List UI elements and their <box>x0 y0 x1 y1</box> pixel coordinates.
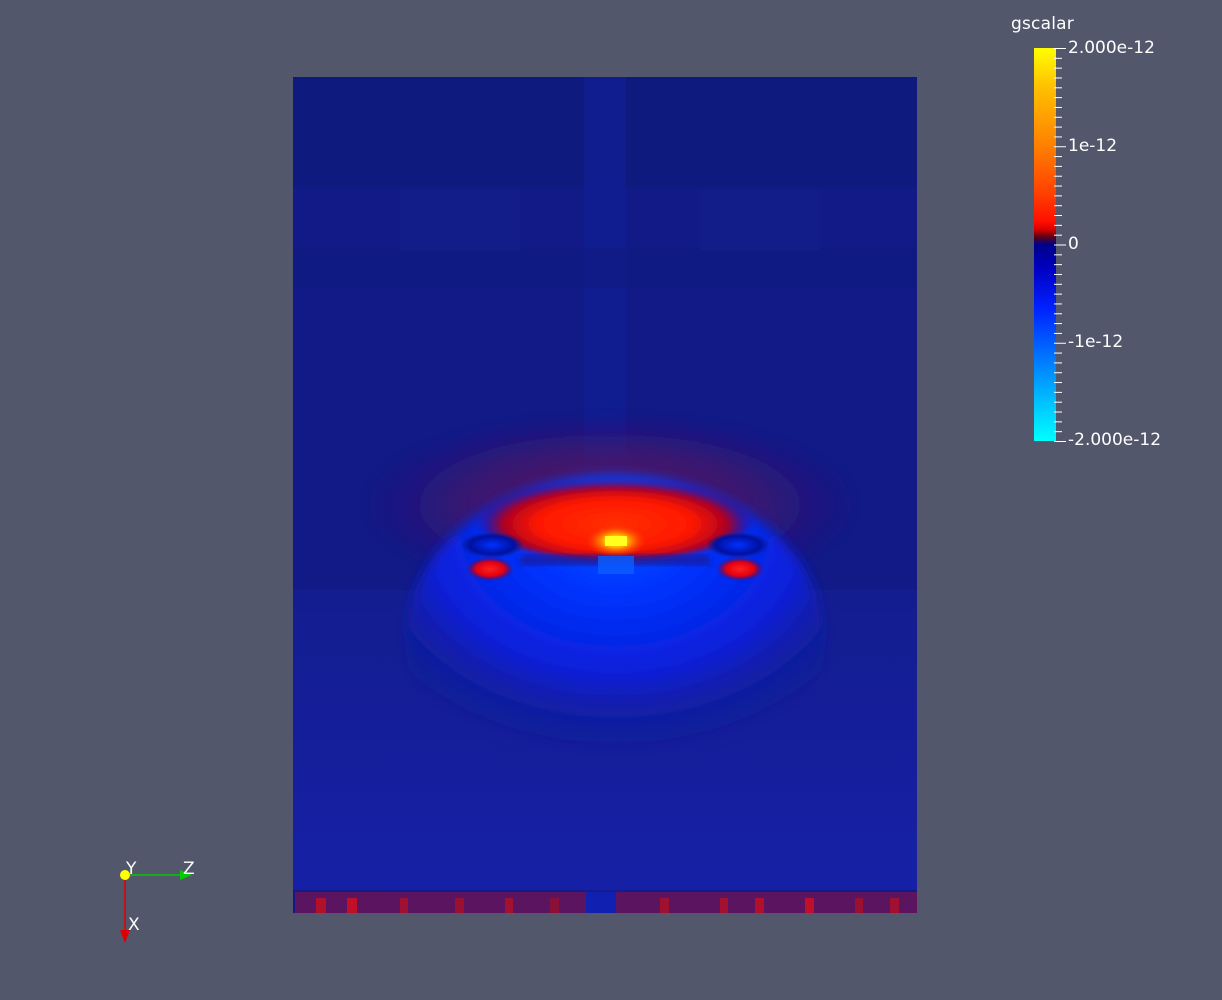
orientation-axes <box>120 870 192 943</box>
scalar-field-slab <box>293 77 917 913</box>
colorbar-tick-neg-1e-12: -1e-12 <box>1068 332 1124 352</box>
z-axis-arrow-icon <box>180 870 192 880</box>
colorbar-ticks <box>1054 48 1066 442</box>
z-axis-label: Z <box>183 859 195 879</box>
colorbar-tick-1e-12: 1e-12 <box>1068 136 1118 156</box>
y-axis-label: Y <box>126 859 137 879</box>
colorbar <box>1034 48 1056 441</box>
colorbar-tick-zero: 0 <box>1068 234 1079 254</box>
colorbar-tick-min: -2.000e-12 <box>1068 430 1162 450</box>
colorbar-title: gscalar <box>1011 14 1074 34</box>
colorbar-tick-max: 2.000e-12 <box>1068 38 1155 58</box>
x-axis-arrow-icon <box>120 930 130 943</box>
bottom-boundary-strip <box>295 892 917 913</box>
y-axis-dot-icon <box>120 870 130 880</box>
x-axis-label: X <box>128 915 140 935</box>
